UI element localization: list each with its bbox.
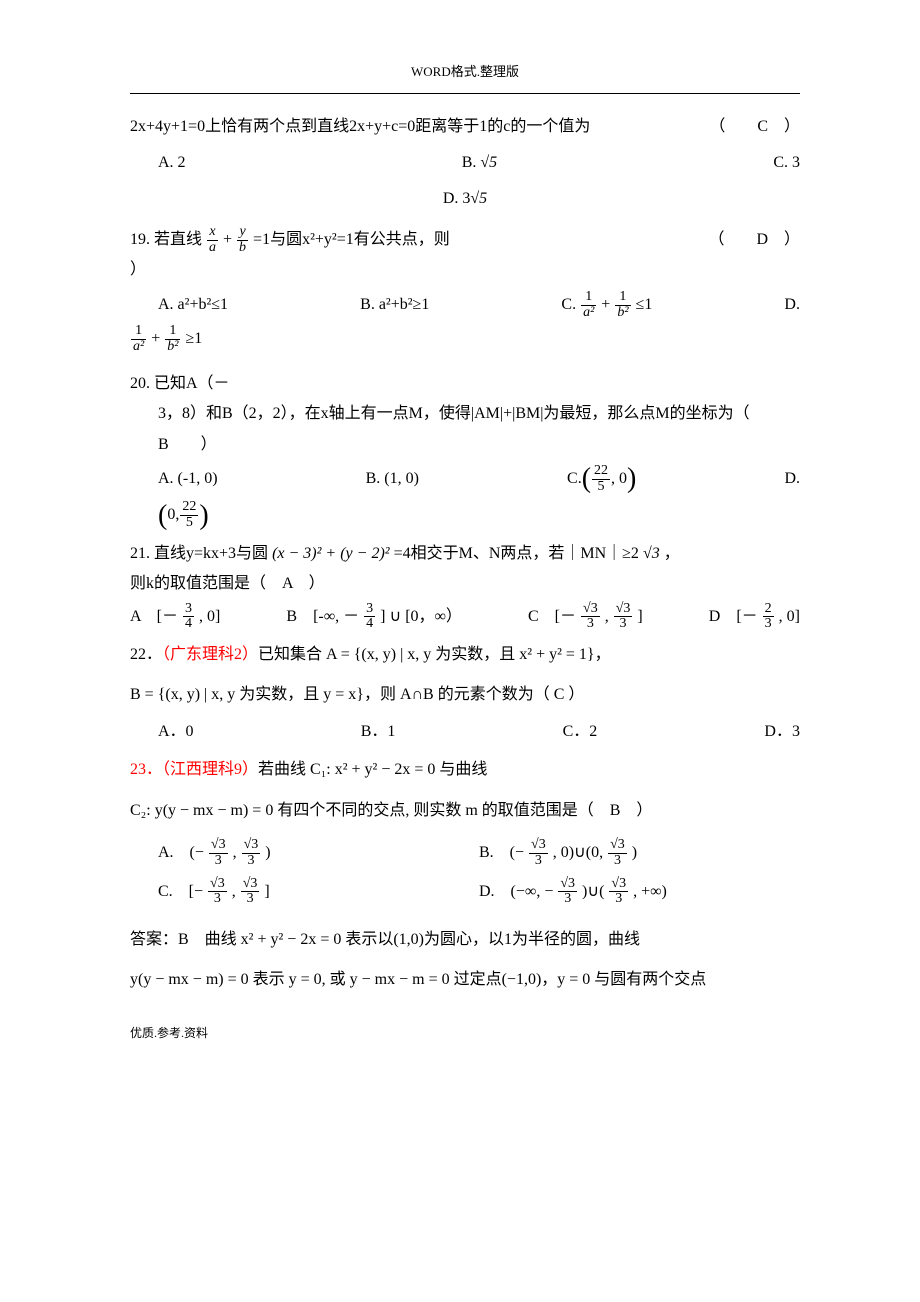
q22: 22．（广东理科2）已知集合 A = {(x, y) | x, y 为实数，且 … [130, 640, 800, 747]
q23-b-tail: ) [632, 844, 637, 861]
q23-opt-a: A. (− √33 , √33 ) [158, 834, 479, 873]
q18-stem: 2x+4y+1=0上恰有两个点到直线2x+y+c=0距离等于1的c的一个值为 [130, 118, 590, 135]
q22-stem-b: B = {(x, y) | x, y 为实数，且 y = x}，则 A∩B 的元… [130, 680, 800, 710]
q22-opt-c: C．2 [563, 717, 598, 747]
q20-c-inner: , 0 [611, 464, 627, 494]
q19-frac-yb: yb [237, 225, 248, 255]
q22-opt-a: A．0 [158, 717, 194, 747]
q21-stem2: 则k的取值范围是（ A ） [130, 569, 800, 599]
q18-d-val: √5 [470, 190, 487, 207]
q23: 23．（江西理科9）若曲线 C₁: x² + y² − 2x = 0 与曲线 C… [130, 755, 800, 911]
q19-c-label: C. [561, 296, 580, 313]
q23-d-pre: D. (−∞, − [479, 883, 553, 900]
q20-opt-b: B. (1, 0) [366, 464, 419, 494]
q18-opt-b: B. √5 [462, 148, 497, 178]
q23-opt-b: B. (− √33 , 0)∪(0, √33 ) [479, 834, 800, 873]
q19-d-tail: ≥1 [185, 330, 202, 347]
q19-stem-a: 19. 若直线 [130, 231, 202, 248]
q20-opt-d: ( 0, 225 ) [130, 500, 209, 530]
q18: 2x+4y+1=0上恰有两个点到直线2x+y+c=0距离等于1的c的一个值为 （… [130, 112, 800, 215]
q22-opt-b: B．1 [361, 717, 396, 747]
q22-stem-a: 已知集合 A = {(x, y) | x, y 为实数，且 x² + y² = … [258, 646, 611, 663]
q19-opt-b: B. a²+b²≥1 [360, 290, 429, 321]
q21-b-mid: ] ∪ [0，∞） [380, 608, 462, 625]
q21-b-pre: B [-∞, － [286, 608, 359, 625]
q23-d-tail: , +∞) [633, 883, 667, 900]
q20-c-pre: C. [567, 464, 582, 494]
q22-pre: 22． [130, 646, 162, 663]
q21: 21. 直线y=kx+3与圆 (x − 3)² + (y − 2)² =4相交于… [130, 539, 800, 632]
q20-opt-c: C. ( 225 , 0 ) [567, 464, 636, 494]
q23-stem-a: 若曲线 C₁: x² + y² − 2x = 0 与曲线 [258, 761, 487, 778]
q19-stem-b: =1与圆x²+y²=1有公共点，则 [253, 231, 450, 248]
q18-b-val: √5 [480, 154, 497, 171]
q23-b-pre: B. (− [479, 844, 524, 861]
q19-d-f2: 1b² [165, 324, 180, 354]
q21-expr: (x − 3)² + (y − 2)² [272, 545, 390, 562]
q21-stem-tail: ， [664, 545, 680, 562]
q19-paren: （ D ） [708, 225, 800, 255]
q20-stem1: 20. 已知A（－ [130, 369, 800, 399]
q21-stem-a: 21. 直线y=kx+3与圆 [130, 545, 268, 562]
q20-opt-d-label: D. [784, 464, 800, 494]
header-rule [130, 93, 800, 94]
q21-a-pre: A [－ [130, 608, 178, 625]
q23-c-mid: , [232, 883, 240, 900]
q20: 20. 已知A（－ 3，8）和B（2，2），在x轴上有一点M，使得|AM|+|B… [130, 369, 800, 531]
q21-d-tail: , 0] [779, 608, 800, 625]
q19-opt-d-label: D. [784, 290, 800, 321]
q23-opt-d: D. (−∞, − √33 )∪( √33 , +∞) [479, 873, 800, 912]
page-header: WORD格式.整理版 [130, 60, 800, 85]
q18-opt-a: A. 2 [158, 148, 186, 178]
q19-c-f2: 1b² [615, 290, 630, 320]
q20-c-frac: 225 [592, 464, 610, 494]
q18-opt-d: D. 3√5 [443, 190, 487, 207]
q21-c-pre: C [－ [528, 608, 576, 625]
q19-c-f1: 1a² [581, 290, 596, 320]
q18-b-label: B. [462, 154, 481, 171]
q21-c-tail: ] [637, 608, 642, 625]
q18-opt-c: C. 3 [773, 148, 800, 178]
q19-plus1: + [223, 231, 232, 248]
q20-opt-a: A. (-1, 0) [158, 464, 218, 494]
answer-line2: y(y − mx − m) = 0 表示 y = 0, 或 y − mx − m… [130, 965, 800, 995]
q21-opt-a: A [－ 34 , 0] [130, 602, 220, 633]
q21-opt-d: D [－ 23 , 0] [709, 602, 800, 633]
q21-opt-c: C [－ √33 , √33 ] [528, 602, 643, 633]
q21-sqrt3: √3 [643, 545, 660, 562]
answer-line1: 答案：B 曲线 x² + y² − 2x = 0 表示以(1,0)为圆心，以1为… [130, 925, 800, 955]
q21-a-tail: , 0] [199, 608, 220, 625]
q23-a-mid: , [233, 844, 241, 861]
q18-paren: （ C ） [709, 112, 800, 142]
q19-c-plus: + [601, 296, 610, 313]
q21-c-mid: , [605, 608, 613, 625]
q23-b-mid: , 0)∪(0, [553, 844, 607, 861]
q19-d-f1: 1a² [131, 324, 146, 354]
q22-opt-d: D．3 [764, 717, 800, 747]
q20-d-frac: 225 [180, 500, 198, 530]
q19-opt-c: C. 1a² + 1b² ≤1 [561, 290, 652, 321]
q23-c-tail: ] [264, 883, 269, 900]
q21-d-pre: D [－ [709, 608, 758, 625]
q20-stem2: 3，8）和B（2，2），在x轴上有一点M，使得|AM|+|BM|为最短，那么点M… [130, 399, 800, 460]
q23-stem-b: C₂: y(y − mx − m) = 0 有四个不同的交点, 则实数 m 的取… [130, 796, 800, 826]
q23-a-tail: ) [265, 844, 270, 861]
q19-opt-a: A. a²+b²≤1 [158, 290, 228, 321]
q23-a-pre: A. (− [158, 844, 204, 861]
q22-src: （广东理科2） [162, 646, 258, 663]
q23-c-pre: C. [− [158, 883, 203, 900]
q23-opt-c: C. [− √33 , √33 ] [158, 873, 479, 912]
q23-pre: 23．（江西理科9） [130, 761, 258, 778]
q21-stem-mid: =4相交于M、N两点，若｜MN｜≥2 [394, 545, 639, 562]
q21-opt-b: B [-∞, － 34 ] ∪ [0，∞） [286, 602, 462, 633]
q19-frac-xa: xa [207, 225, 218, 255]
page-footer: 优质.参考.资料 [130, 1022, 800, 1045]
q19-d-plus: + [151, 330, 160, 347]
q19: 19. 若直线 xa + yb =1与圆x²+y²=1有公共点，则 （ D ） … [130, 225, 800, 355]
q23-d-mid: )∪( [582, 883, 604, 900]
q18-d-label: D. 3 [443, 190, 471, 207]
q20-d-inner: 0, [167, 500, 179, 530]
q19-c-tail: ≤1 [636, 296, 653, 313]
